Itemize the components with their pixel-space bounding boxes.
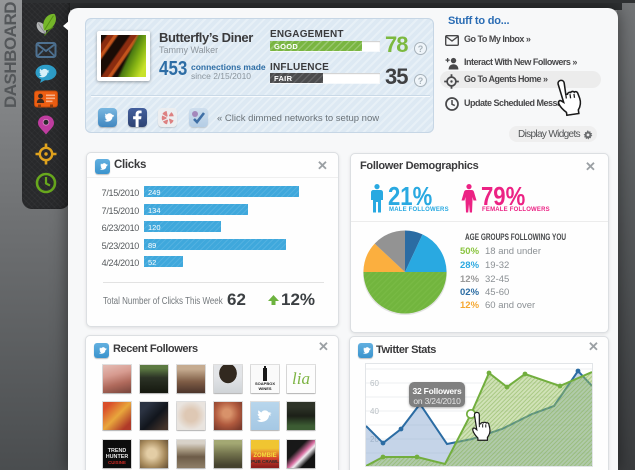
svg-text:60: 60 xyxy=(370,379,379,388)
svg-text:CUISINE: CUISINE xyxy=(108,460,126,465)
svg-text:SOAPBOX: SOAPBOX xyxy=(255,381,275,386)
svg-text:ZOMBIE: ZOMBIE xyxy=(253,453,276,459)
svg-text:40: 40 xyxy=(370,407,379,416)
svg-text:20: 20 xyxy=(370,435,379,444)
svg-text:PUB CRAWL: PUB CRAWL xyxy=(251,459,279,464)
svg-text:WINES: WINES xyxy=(258,386,271,391)
svg-text:lia: lia xyxy=(292,369,310,388)
svg-text:HUNTER: HUNTER xyxy=(106,454,129,460)
svg-text:TREND: TREND xyxy=(108,448,127,454)
